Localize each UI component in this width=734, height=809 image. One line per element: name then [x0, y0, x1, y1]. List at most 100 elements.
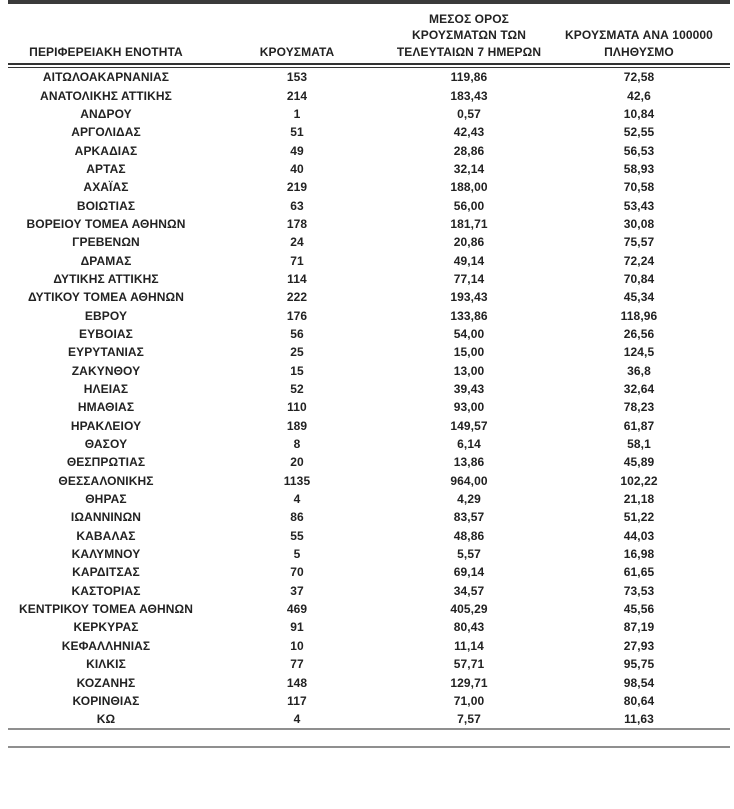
cases-cell: 20 [290, 455, 304, 470]
col-header-cases: ΚΡΟΥΣΜΑΤΑ [204, 44, 390, 61]
cases-cell: 70 [290, 565, 304, 580]
table-row: ΚΑΛΥΜΝΟΥ 5 5,57 16,98 [8, 545, 730, 563]
region-cell: ΚΟΡΙΝΘΙΑΣ [72, 693, 140, 708]
cases-cell: 110 [287, 400, 307, 415]
table-row: ΗΜΑΘΙΑΣ 110 93,00 78,23 [8, 398, 730, 416]
cases-cell: 8 [293, 437, 301, 452]
avg7-cell: 5,57 [457, 547, 481, 562]
per100k-cell: 87,19 [623, 620, 655, 635]
avg7-cell: 20,86 [453, 235, 485, 250]
table-row: ΕΒΡΟΥ 176 133,86 118,96 [8, 306, 730, 324]
table-row: ΘΕΣΣΑΛΟΝΙΚΗΣ 1135 964,00 102,22 [8, 472, 730, 490]
avg7-cell: 39,43 [453, 382, 485, 397]
per100k-cell: 80,64 [623, 693, 655, 708]
cases-cell: 25 [290, 345, 304, 360]
cases-cell: 469 [286, 602, 308, 617]
per100k-cell: 56,53 [623, 143, 655, 158]
cases-cell: 4 [293, 712, 301, 727]
avg7-cell: 183,43 [450, 88, 488, 103]
page-bottom-rule [8, 746, 730, 749]
bottom-gap [8, 730, 730, 747]
avg7-cell: 133,86 [450, 308, 488, 323]
header-rule-thin [8, 67, 730, 68]
avg7-cell: 42,43 [453, 125, 485, 140]
cases-cell: 5 [293, 547, 301, 562]
region-cell: ΕΒΡΟΥ [84, 308, 128, 323]
table-row: ΑΙΤΩΛΟΑΚΑΡΝΑΝΙΑΣ 153 119,86 72,58 [8, 68, 730, 86]
cases-cell: 176 [286, 308, 308, 323]
table-row: ΑΡΓΟΛΙΔΑΣ 51 42,43 52,55 [8, 123, 730, 141]
cases-cell: 117 [287, 693, 307, 708]
col-header-cases-line: ΚΡΟΥΣΜΑΤΑ [259, 44, 335, 59]
avg7-cell: 13,86 [453, 455, 485, 470]
per100k-cell: 10,84 [623, 106, 655, 121]
header-rule-thick [8, 63, 730, 65]
table-bottom-rule [8, 728, 730, 731]
col-header-per100k-line-1: ΚΡΟΥΣΜΑΤΑ ΑΝΑ 100000 [565, 28, 713, 42]
region-cell: ΚΑΒΑΛΑΣ [76, 528, 136, 543]
region-cell: ΗΜΑΘΙΑΣ [77, 400, 135, 415]
cases-cell: 222 [286, 290, 308, 305]
cases-cell: 51 [290, 125, 304, 140]
cases-cell: 148 [286, 675, 308, 690]
avg7-cell: 48,86 [453, 528, 485, 543]
avg7-cell: 188,00 [450, 180, 488, 195]
table-row: ΑΝΔΡΟΥ 1 0,57 10,84 [8, 105, 730, 123]
table-row: ΔΥΤΙΚΟΥ ΤΟΜΕΑ ΑΘΗΝΩΝ 222 193,43 45,34 [8, 288, 730, 306]
cases-cell: 77 [290, 657, 304, 672]
cases-cell: 114 [287, 271, 307, 286]
region-cell: ΘΕΣΠΡΩΤΙΑΣ [66, 455, 146, 470]
per100k-cell: 26,56 [623, 326, 655, 341]
region-cell: ΗΡΑΚΛΕΙΟΥ [70, 418, 142, 433]
avg7-cell: 0,57 [457, 106, 481, 121]
header-double-rule [8, 63, 730, 68]
cases-cell: 10 [290, 638, 304, 653]
region-cell: ΑΙΤΩΛΟΑΚΑΡΝΑΝΙΑΣ [42, 70, 170, 85]
col-header-avg7-line-1: ΜΕΣΟΣ ΟΡΟΣ [429, 11, 509, 26]
col-header-per100k-line-2: ΠΛΗΘΥΣΜΟ [604, 44, 674, 59]
per100k-cell: 124,5 [623, 345, 655, 360]
table-body: ΑΙΤΩΛΟΑΚΑΡΝΑΝΙΑΣ 153 119,86 72,58 ΑΝΑΤΟΛΙΚΗΣ… [8, 68, 730, 728]
per100k-cell: 61,87 [623, 418, 655, 433]
avg7-cell: 49,14 [453, 253, 485, 268]
avg7-cell: 11,14 [454, 638, 484, 653]
region-cell: ΚΩ [96, 712, 116, 727]
per100k-cell: 30,08 [623, 216, 655, 231]
table-row: ΗΡΑΚΛΕΙΟΥ 189 149,57 61,87 [8, 417, 730, 435]
cases-cell: 91 [290, 620, 304, 635]
cases-cell: 24 [290, 235, 304, 250]
table-row: ΘΕΣΠΡΩΤΙΑΣ 20 13,86 45,89 [8, 453, 730, 471]
region-cell: ΘΑΣΟΥ [84, 437, 128, 452]
per100k-cell: 32,64 [623, 382, 655, 397]
avg7-cell: 71,00 [453, 693, 485, 708]
avg7-cell: 57,71 [453, 657, 485, 672]
col-header-avg7-line-2: ΚΡΟΥΣΜΑΤΩΝ ΤΩΝ [411, 28, 527, 42]
cases-cell: 1135 [283, 473, 311, 488]
region-cell: ΚΟΖΑΝΗΣ [76, 675, 136, 690]
cases-cell: 49 [290, 143, 304, 158]
region-cell: ΑΡΓΟΛΙΔΑΣ [71, 125, 141, 140]
per100k-cell: 58,93 [623, 161, 655, 176]
avg7-cell: 4,29 [457, 492, 481, 507]
cases-cell: 55 [290, 528, 304, 543]
per100k-cell: 16,98 [623, 547, 655, 562]
per100k-cell: 27,93 [623, 638, 655, 653]
avg7-cell: 32,14 [453, 161, 485, 176]
per100k-cell: 73,53 [623, 583, 655, 598]
region-cell: ΔΡΑΜΑΣ [80, 253, 132, 268]
table-row: ΘΗΡΑΣ 4 4,29 21,18 [8, 490, 730, 508]
table-row: ΑΡΚΑΔΙΑΣ 49 28,86 56,53 [8, 141, 730, 159]
table-row: ΙΩΑΝΝΙΝΩΝ 86 83,57 51,22 [8, 508, 730, 526]
cases-cell: 40 [290, 161, 304, 176]
per100k-cell: 118,96 [620, 308, 658, 323]
col-header-avg7: ΜΕΣΟΣ ΟΡΟΣ ΚΡΟΥΣΜΑΤΩΝ ΤΩΝ ΤΕΛΕΥΤΑΙΩΝ 7 Η… [390, 11, 548, 61]
cases-cell: 15 [290, 363, 304, 378]
avg7-cell: 129,71 [450, 675, 488, 690]
table-row: ΕΥΡΥΤΑΝΙΑΣ 25 15,00 124,5 [8, 343, 730, 361]
per100k-cell: 21,18 [623, 492, 655, 507]
region-cell: ΗΛΕΙΑΣ [83, 382, 129, 397]
avg7-cell: 7,57 [457, 712, 481, 727]
per100k-cell: 45,56 [623, 602, 655, 617]
cases-cell: 214 [286, 88, 308, 103]
avg7-cell: 56,00 [453, 198, 485, 213]
